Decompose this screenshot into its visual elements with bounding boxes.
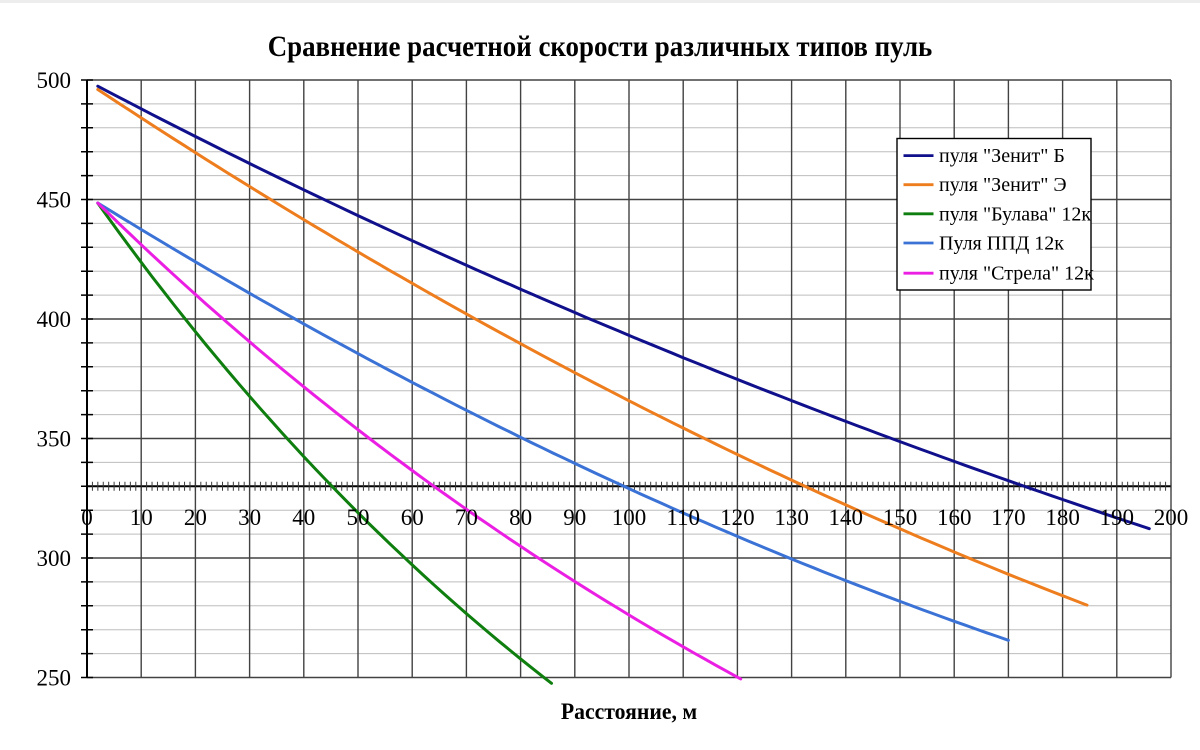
svg-text:200: 200 (1154, 505, 1189, 530)
svg-text:пуля "Зенит" Б: пуля "Зенит" Б (939, 145, 1065, 167)
svg-text:110: 110 (666, 505, 700, 530)
svg-text:20: 20 (184, 505, 207, 530)
svg-text:180: 180 (1045, 505, 1080, 530)
svg-text:400: 400 (37, 307, 72, 332)
svg-text:300: 300 (37, 546, 72, 571)
svg-text:60: 60 (401, 505, 424, 530)
svg-text:100: 100 (612, 505, 647, 530)
svg-text:пуля "Стрела" 12к: пуля "Стрела" 12к (939, 263, 1094, 285)
svg-text:Расстояние, м: Расстояние, м (561, 698, 697, 724)
svg-text:500: 500 (37, 68, 72, 93)
svg-text:50: 50 (347, 505, 370, 530)
svg-text:10: 10 (130, 505, 153, 530)
svg-text:0: 0 (81, 505, 93, 530)
svg-text:450: 450 (37, 188, 72, 213)
svg-text:30: 30 (238, 505, 261, 530)
svg-text:70: 70 (455, 505, 478, 530)
svg-text:170: 170 (991, 505, 1026, 530)
svg-text:250: 250 (37, 666, 72, 691)
svg-text:190: 190 (1100, 505, 1135, 530)
svg-text:Пуля ППД 12к: Пуля ППД 12к (939, 233, 1064, 255)
svg-text:150: 150 (883, 505, 918, 530)
svg-text:пуля "Булава" 12к: пуля "Булава" 12к (939, 203, 1091, 225)
svg-text:130: 130 (774, 505, 809, 530)
svg-text:пуля "Зенит" Э: пуля "Зенит" Э (939, 174, 1067, 196)
svg-text:40: 40 (292, 505, 315, 530)
svg-text:80: 80 (509, 505, 532, 530)
svg-text:120: 120 (720, 505, 755, 530)
svg-text:350: 350 (37, 427, 72, 452)
svg-text:160: 160 (937, 505, 972, 530)
svg-text:90: 90 (563, 505, 586, 530)
svg-text:140: 140 (829, 505, 864, 530)
svg-text:Сравнение расчетной скорости р: Сравнение расчетной скорости различных т… (268, 31, 933, 64)
